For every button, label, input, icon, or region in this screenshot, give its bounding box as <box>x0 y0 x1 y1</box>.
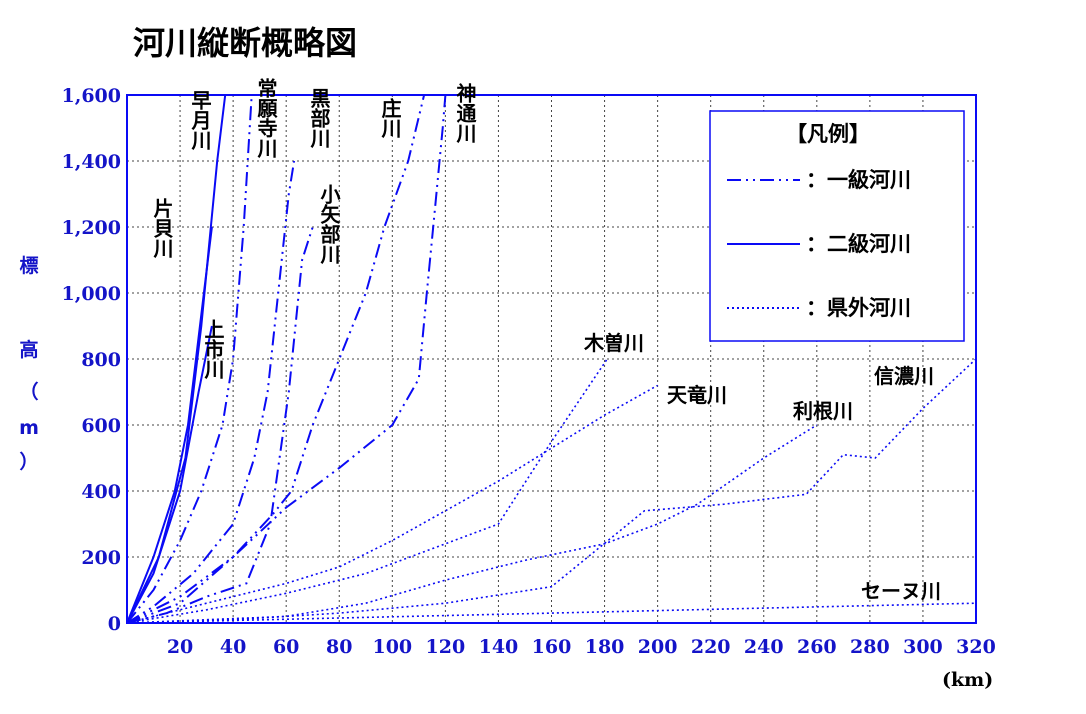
y-tick-labels: 0 200 400 600 800 1,000 1,200 1,400 1,600 <box>62 85 122 635</box>
y-tick-label: 200 <box>81 547 121 569</box>
x-tick-label: 200 <box>638 636 678 658</box>
y-tick-label: 1,400 <box>62 151 122 173</box>
x-tick-labels: 20 40 60 80 100 120 140 160 180 200 220 240 260 280 30… <box>167 636 996 658</box>
legend-label: ：一級河川 <box>806 168 911 192</box>
y-axis-label-char: m <box>19 417 39 439</box>
series-line <box>126 602 977 624</box>
x-tick-label: 320 <box>956 636 996 658</box>
series-label: 小矢部川 <box>317 184 341 265</box>
series-line <box>126 160 296 624</box>
y-axis-label-char: ） <box>19 450 38 473</box>
y-tick-label: 0 <box>108 613 121 635</box>
series-label: 常願寺川 <box>254 78 278 159</box>
legend-items: ：一級河川 ：二級河川 ：県外河川 <box>727 168 911 320</box>
y-axis-label-char: （ <box>19 380 38 403</box>
series-label: 早月川 <box>188 90 212 151</box>
series-line <box>126 358 608 624</box>
series-line <box>126 358 977 624</box>
series-label: 木曽川 <box>583 331 644 355</box>
series-line <box>126 94 253 624</box>
x-tick-label: 160 <box>532 636 572 658</box>
legend-box <box>709 110 965 342</box>
chart-title: 河川縦断概略図 <box>133 24 357 62</box>
legend-title: 【凡例】 <box>786 122 870 146</box>
x-tick-label: 40 <box>220 636 246 658</box>
x-tick-label: 280 <box>850 636 890 658</box>
x-tick-label: 240 <box>744 636 784 658</box>
series-label: 庄川 <box>378 97 402 139</box>
y-axis-label: 標高 （ m ） <box>19 254 39 473</box>
y-tick-label: 1,200 <box>62 217 122 239</box>
x-axis-unit: (km) <box>942 669 993 691</box>
series-layer <box>126 94 977 624</box>
y-tick-label: 1,000 <box>62 283 122 305</box>
series-line <box>126 94 426 624</box>
x-tick-label: 60 <box>273 636 299 658</box>
series-label: 信濃川 <box>874 364 934 388</box>
series-line <box>126 325 213 624</box>
plot-frame <box>126 94 977 624</box>
series-label: セーヌ川 <box>861 579 941 603</box>
x-tick-label: 20 <box>167 636 193 658</box>
series-line <box>126 226 314 624</box>
y-axis-label-char: 標 <box>19 254 38 277</box>
x-tick-label: 180 <box>585 636 625 658</box>
series-label: 天竜川 <box>667 383 727 407</box>
series-label: 黒部川 <box>307 88 331 149</box>
x-tick-label: 100 <box>372 636 412 658</box>
series-line <box>126 94 447 624</box>
legend-label: ：県外河川 <box>806 296 911 320</box>
series-line <box>126 226 213 624</box>
y-axis-label-char: 高 <box>19 338 38 361</box>
y-tick-label: 400 <box>81 481 121 503</box>
series-label: 神通川 <box>453 82 477 144</box>
legend-label: ：二級河川 <box>806 232 911 256</box>
series-label: 利根川 <box>793 399 853 423</box>
x-tick-label: 140 <box>479 636 519 658</box>
legend: 【凡例】 ：一級河川 ：二級河川 ：県外河川 <box>709 110 965 342</box>
series-line <box>126 94 227 624</box>
x-tick-label: 260 <box>797 636 837 658</box>
y-tick-label: 1,600 <box>62 85 122 107</box>
x-tick-label: 220 <box>691 636 731 658</box>
x-tick-label: 300 <box>903 636 943 658</box>
series-label: 片貝川 <box>150 198 174 259</box>
series-line <box>126 424 818 624</box>
series-label: 上市川 <box>201 319 225 380</box>
y-tick-label: 600 <box>81 415 121 437</box>
y-tick-label: 800 <box>81 349 121 371</box>
x-tick-label: 80 <box>326 636 352 658</box>
x-tick-label: 120 <box>426 636 466 658</box>
